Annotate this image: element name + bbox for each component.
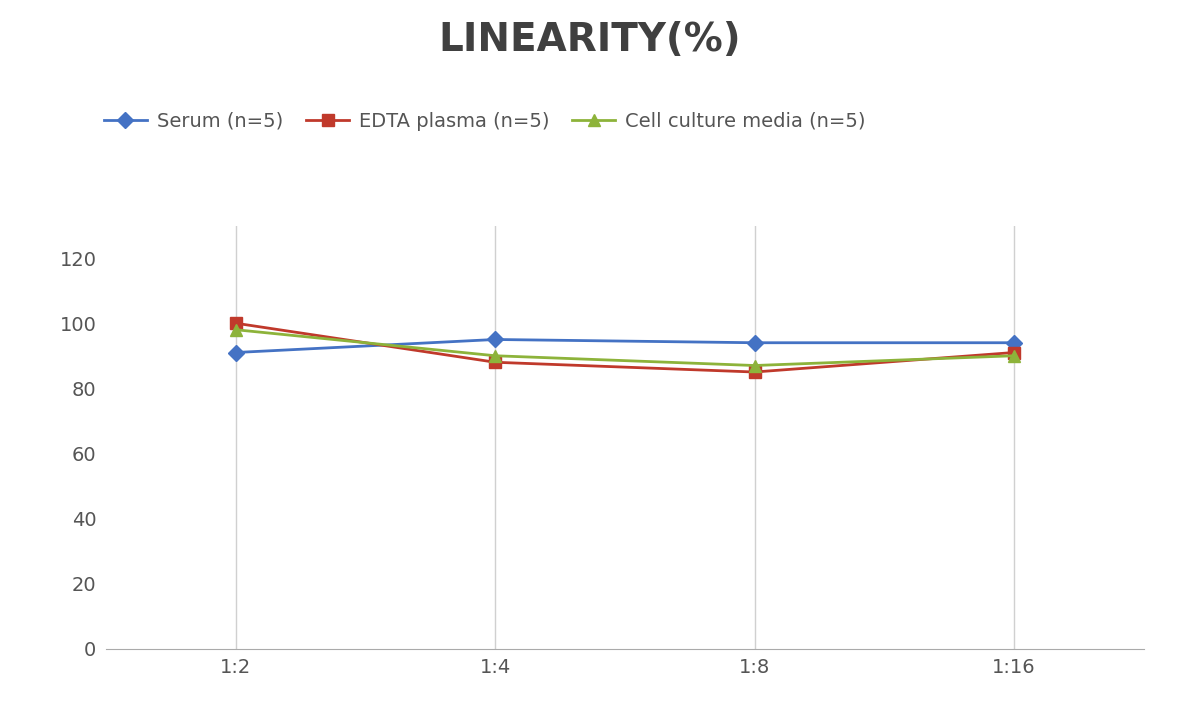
Line: Serum (n=5): Serum (n=5) <box>230 334 1020 358</box>
Cell culture media (n=5) <box>229 326 243 334</box>
EDTA plasma (n=5) <box>1007 348 1021 357</box>
Cell culture media (n=5) <box>1007 352 1021 360</box>
Cell culture media (n=5) <box>747 361 762 369</box>
EDTA plasma (n=5) <box>488 358 502 367</box>
Legend: Serum (n=5), EDTA plasma (n=5), Cell culture media (n=5): Serum (n=5), EDTA plasma (n=5), Cell cul… <box>104 112 865 131</box>
Line: Cell culture media (n=5): Cell culture media (n=5) <box>230 324 1020 372</box>
Cell culture media (n=5) <box>488 352 502 360</box>
Serum (n=5) <box>1007 338 1021 347</box>
Text: LINEARITY(%): LINEARITY(%) <box>439 21 740 59</box>
Serum (n=5) <box>488 336 502 344</box>
Serum (n=5) <box>229 348 243 357</box>
EDTA plasma (n=5) <box>747 368 762 376</box>
Serum (n=5) <box>747 338 762 347</box>
EDTA plasma (n=5) <box>229 319 243 327</box>
Line: EDTA plasma (n=5): EDTA plasma (n=5) <box>230 318 1020 378</box>
